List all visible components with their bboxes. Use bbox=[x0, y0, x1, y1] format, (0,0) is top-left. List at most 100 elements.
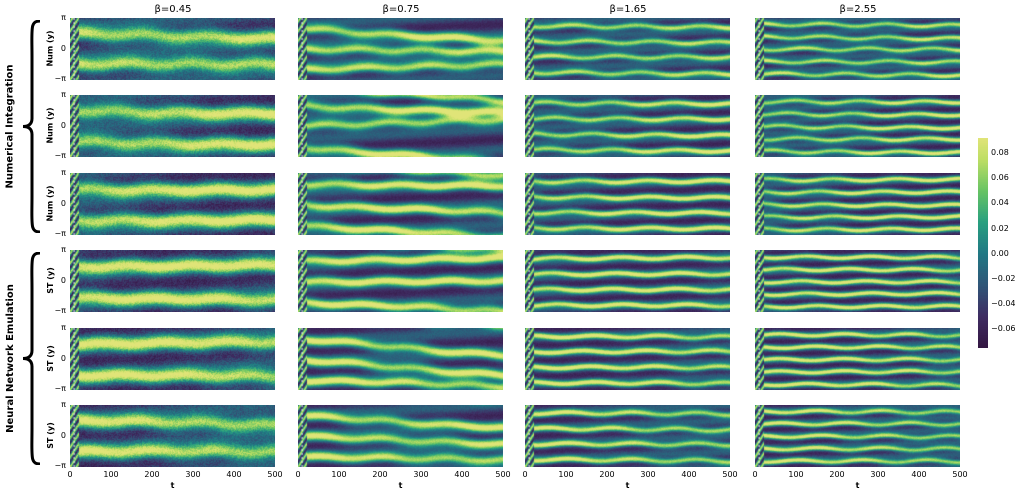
group-label: Neural Network Emulation bbox=[4, 283, 16, 433]
x-tick-label: 500 bbox=[952, 470, 968, 479]
heatmap-canvas bbox=[755, 405, 960, 467]
heatmap-panel bbox=[525, 328, 730, 390]
x-tick-label: 500 bbox=[495, 470, 511, 479]
heatmap-panel bbox=[525, 405, 730, 467]
heatmap-canvas bbox=[298, 405, 503, 467]
heatmap-canvas bbox=[70, 328, 275, 390]
x-tick-label: 400 bbox=[454, 470, 470, 479]
heatmap-canvas bbox=[525, 173, 730, 235]
colorbar-tick-label: 0.08 bbox=[991, 148, 1009, 158]
column-title: β=1.65 bbox=[609, 4, 647, 15]
y-tick-label: π bbox=[61, 323, 66, 332]
heatmap-canvas bbox=[525, 405, 730, 467]
y-tick-label: π bbox=[61, 90, 66, 99]
heatmap-canvas bbox=[755, 95, 960, 157]
y-tick-label: π bbox=[61, 13, 66, 22]
heatmap-canvas bbox=[525, 18, 730, 80]
heatmap-panel bbox=[70, 328, 275, 390]
heatmap-panel bbox=[70, 250, 275, 312]
heatmap-panel bbox=[298, 405, 503, 467]
heatmap-panel bbox=[298, 250, 503, 312]
heatmap-panel bbox=[755, 250, 960, 312]
heatmap-panel bbox=[755, 18, 960, 80]
y-tick-label: −π bbox=[54, 74, 66, 83]
heatmap-canvas bbox=[525, 250, 730, 312]
heatmap-canvas bbox=[298, 328, 503, 390]
heatmap-panel bbox=[755, 328, 960, 390]
y-tick-label: −π bbox=[54, 306, 66, 315]
heatmap-panel bbox=[70, 173, 275, 235]
colorbar-tick-label: 0.06 bbox=[991, 173, 1009, 183]
x-tick-label: 100 bbox=[103, 470, 119, 479]
heatmap-canvas bbox=[298, 250, 503, 312]
y-tick-label: −π bbox=[54, 461, 66, 470]
heatmap-panel bbox=[298, 173, 503, 235]
colorbar bbox=[978, 138, 988, 348]
x-tick-label: 100 bbox=[331, 470, 347, 479]
heatmap-canvas bbox=[298, 95, 503, 157]
heatmap-canvas bbox=[755, 328, 960, 390]
colorbar-tick-label: 0.04 bbox=[991, 198, 1009, 208]
heatmap-panel bbox=[70, 95, 275, 157]
colorbar-tick-label: −0.06 bbox=[991, 324, 1016, 334]
heatmap-panel bbox=[525, 95, 730, 157]
heatmap-panel bbox=[298, 95, 503, 157]
group-brace bbox=[22, 20, 41, 233]
x-tick-label: 0 bbox=[522, 470, 528, 479]
heatmap-canvas bbox=[298, 18, 503, 80]
x-tick-label: 100 bbox=[558, 470, 574, 479]
x-tick-label: 300 bbox=[640, 470, 656, 479]
colorbar-tick-label: −0.04 bbox=[991, 298, 1016, 308]
x-tick-label: 500 bbox=[267, 470, 283, 479]
x-axis-label: t bbox=[855, 481, 860, 490]
heatmap-canvas bbox=[298, 173, 503, 235]
x-axis-label: t bbox=[170, 481, 175, 490]
heatmap-canvas bbox=[70, 250, 275, 312]
heatmap-canvas bbox=[70, 95, 275, 157]
column-title: β=0.45 bbox=[154, 4, 192, 15]
y-tick-label: 0 bbox=[60, 276, 66, 285]
x-tick-label: 400 bbox=[681, 470, 697, 479]
heatmap-panel bbox=[525, 173, 730, 235]
y-axis-label: ST (y) bbox=[45, 345, 55, 372]
heatmap-canvas bbox=[70, 18, 275, 80]
y-axis-label: Num (y) bbox=[45, 185, 55, 222]
y-tick-label: π bbox=[61, 245, 66, 254]
heatmap-panel bbox=[755, 173, 960, 235]
heatmap-panel bbox=[298, 18, 503, 80]
x-tick-label: 300 bbox=[413, 470, 429, 479]
y-tick-label: 0 bbox=[60, 121, 66, 130]
y-tick-label: 0 bbox=[60, 354, 66, 363]
x-tick-label: 500 bbox=[722, 470, 738, 479]
y-tick-label: 0 bbox=[60, 44, 66, 53]
x-axis-label: t bbox=[625, 481, 630, 490]
heatmap-panel bbox=[525, 18, 730, 80]
group-brace bbox=[22, 252, 41, 465]
heatmap-canvas bbox=[525, 95, 730, 157]
column-title: β=0.75 bbox=[382, 4, 420, 15]
x-tick-label: 0 bbox=[295, 470, 301, 479]
x-tick-label: 300 bbox=[870, 470, 886, 479]
y-tick-label: π bbox=[61, 168, 66, 177]
heatmap-canvas bbox=[70, 405, 275, 467]
x-tick-label: 200 bbox=[372, 470, 388, 479]
x-tick-label: 300 bbox=[185, 470, 201, 479]
y-tick-label: −π bbox=[54, 151, 66, 160]
heatmap-panel bbox=[755, 405, 960, 467]
group-label: Numerical Integration bbox=[4, 63, 16, 189]
x-tick-label: 400 bbox=[226, 470, 242, 479]
x-tick-label: 200 bbox=[144, 470, 160, 479]
heatmap-panel bbox=[298, 328, 503, 390]
heatmap-canvas bbox=[70, 173, 275, 235]
heatmap-panel bbox=[525, 250, 730, 312]
y-tick-label: 0 bbox=[60, 431, 66, 440]
heatmap-panel bbox=[755, 95, 960, 157]
heatmap-panel bbox=[70, 18, 275, 80]
colorbar-tick-label: 0.02 bbox=[991, 223, 1009, 233]
y-tick-label: −π bbox=[54, 229, 66, 238]
x-tick-label: 200 bbox=[599, 470, 615, 479]
y-tick-label: −π bbox=[54, 384, 66, 393]
y-axis-label: Num (y) bbox=[45, 107, 55, 144]
x-axis-label: t bbox=[398, 481, 403, 490]
